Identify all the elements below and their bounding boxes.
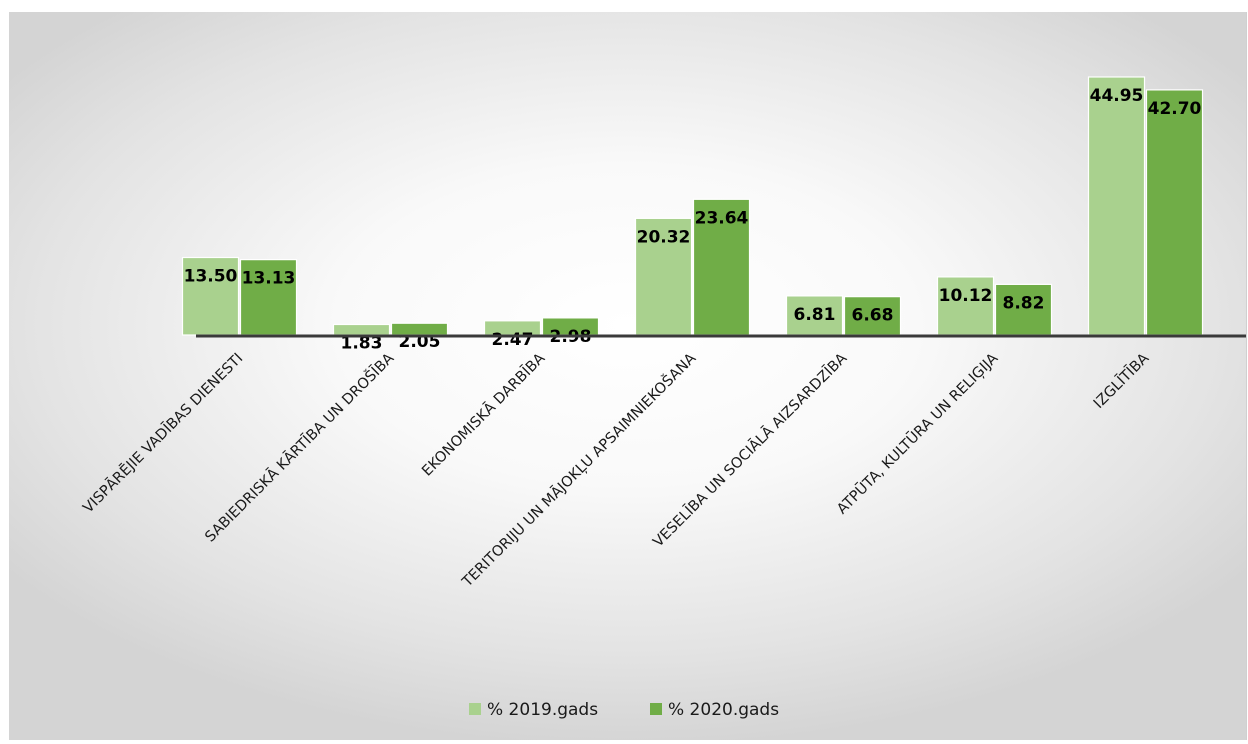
legend-swatch-2020 [650,703,662,715]
chart-area: 13.50 13.13 VISPĀRĒJIE VADĪBAS DIENESTI 1.8… [9,12,1247,740]
legend-swatch-2019 [469,703,481,715]
bar-chart: 13.50 13.13 VISPĀRĒJIE VADĪBAS DIENESTI 1.8… [80,76,1246,720]
data-label-2019-5: 10.12 [939,286,993,306]
bar-2020-4 [843,296,902,336]
bar-2019-3 [634,217,693,336]
data-label-2020-0: 13.13 [242,269,296,289]
bar-2019-5 [936,276,995,336]
data-label-2020-3: 23.64 [695,208,749,228]
data-label-2019-0: 13.50 [184,267,238,287]
data-label-2019-4: 6.81 [794,305,836,325]
bar-2020-0 [239,259,298,336]
data-label-2020-5: 8.82 [1003,293,1045,313]
bar-2020-5 [994,283,1053,336]
data-label-2020-6: 42.70 [1148,99,1202,119]
category-label-5: ATPŪTA, KULTŪRA UN RELIĢIJA [834,350,1002,518]
data-label-2020-4: 6.68 [852,306,894,326]
legend-label-2020: % 2020.gads [668,700,779,720]
category-label-2: EKONOMISKĀ DARBĪBA [419,350,549,480]
category-label-1: SABIEDRISKĀ KĀRTĪBA UN DROŠĪBA [201,349,397,545]
bar-2020-6 [1145,89,1204,336]
legend-label-2019: % 2019.gads [487,700,598,720]
data-label-2019-2: 2.47 [492,330,534,350]
data-label-2019-1: 1.83 [341,333,383,353]
bar-2019-4 [785,295,844,336]
bar-2019-0 [181,256,240,336]
category-label-3: TERITORIJU UN MĀJOKĻU APSAIMNIEKOŠANA [458,349,700,591]
category-label-6: IZGLĪTĪBA [1090,350,1152,412]
category-label-0: VISPĀRĒJIE VADĪBAS DIENESTI [80,350,247,517]
bar-2019-6 [1087,76,1146,336]
data-label-2019-3: 20.32 [637,227,691,247]
data-label-2019-6: 44.95 [1090,86,1144,106]
bar-2020-3 [692,198,751,336]
